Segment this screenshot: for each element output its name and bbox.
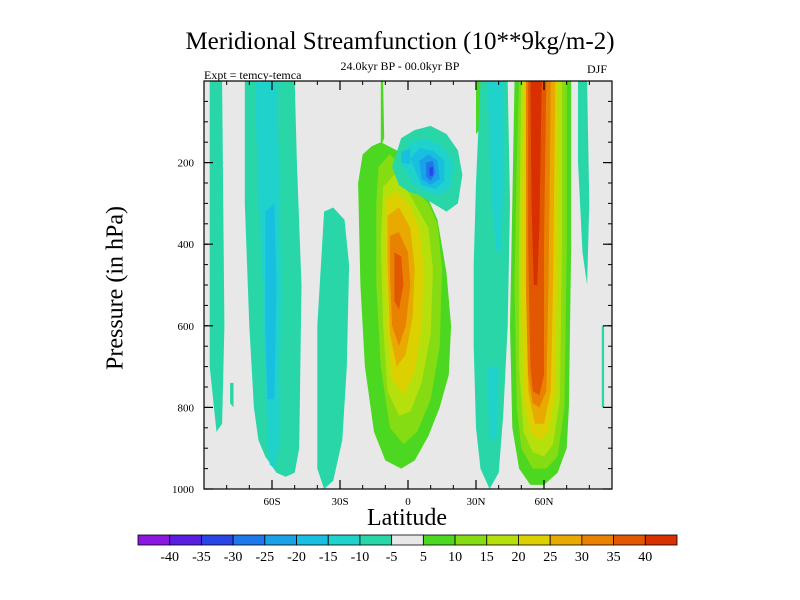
- contour-north-polar: [578, 81, 590, 285]
- colorbar-box: [232, 534, 266, 546]
- contour-upper-neg-left: [401, 148, 411, 165]
- colorbar-label: -10: [351, 550, 370, 565]
- colorbar: -40 -35 -30 -25 -20 -15 -10 -5 5 10 15 20 25 30 35 40: [137, 534, 678, 565]
- colorbar-label: -15: [319, 550, 338, 565]
- x-tick-label: 30N: [467, 496, 486, 508]
- y-tick-label: 200: [178, 158, 195, 170]
- chart-title: Meridional Streamfunction (10**9kg/m-2): [185, 28, 615, 55]
- colorbar-box: [264, 534, 297, 546]
- colorbar-label: -20: [287, 550, 306, 565]
- colorbar-label: 35: [607, 550, 621, 565]
- contour-northern-40: [530, 81, 542, 285]
- contour-tropical-35: [394, 252, 404, 310]
- y-tick-label: 400: [178, 239, 195, 251]
- colorbar-box: [169, 534, 202, 546]
- y-tick-label: 600: [178, 321, 195, 333]
- x-tick-label: 0: [405, 496, 411, 508]
- colorbar-box: [518, 534, 551, 546]
- y-tick-label: 1000: [172, 484, 195, 496]
- contour-north-polar-thin: [601, 325, 605, 408]
- colorbar-box: [549, 534, 583, 546]
- contour-upper-neg-30: [429, 166, 433, 176]
- colorbar-label: 30: [575, 550, 589, 565]
- colorbar-label: -5: [386, 550, 398, 565]
- colorbar-label: 10: [448, 550, 462, 565]
- colorbar-label: 25: [543, 550, 557, 565]
- x-axis-label: Latitude: [367, 505, 447, 531]
- contour-south-polar: [209, 81, 225, 432]
- x-tick-label: 30S: [331, 496, 348, 508]
- chart-subtitle: 24.0kyr BP - 00.0kyr BP: [340, 59, 460, 73]
- colorbar-box: [581, 534, 614, 546]
- y-axis-label: Pressure (in hPa): [102, 206, 129, 370]
- contour-equator-thread: [380, 81, 385, 147]
- colorbar-label: 40: [638, 550, 652, 565]
- season-label: DJF: [587, 62, 608, 76]
- contour-northern-neg-10: [487, 81, 504, 253]
- colorbar-box: [613, 534, 646, 546]
- colorbar-box: [327, 534, 361, 546]
- colorbar-box: [391, 534, 424, 546]
- contour-south-pole-stub: [230, 382, 234, 408]
- contour-field: [209, 81, 605, 489]
- contour-southern-subtropics: [317, 207, 350, 489]
- colorbar-label: -35: [192, 550, 211, 565]
- colorbar-box: [137, 534, 171, 546]
- colorbar-label: 15: [480, 550, 494, 565]
- x-tick-label: 60S: [263, 496, 280, 508]
- colorbar-box: [422, 534, 456, 546]
- colorbar-box: [486, 534, 519, 546]
- colorbar-box: [296, 534, 329, 546]
- colorbar-box: [201, 534, 234, 546]
- colorbar-box: [359, 534, 393, 546]
- colorbar-box: [644, 534, 678, 546]
- colorbar-label: -25: [255, 550, 274, 565]
- axes: 60S 30S 0 30N 60N 200 400 600 800 1000: [172, 81, 613, 508]
- colorbar-box: [454, 534, 488, 546]
- contour-southern-midlat-inner: [265, 203, 277, 400]
- colorbar-label: 5: [420, 550, 427, 565]
- experiment-label: Expt = temcy-temca: [204, 68, 302, 82]
- contour-northern-neg-10b: [487, 366, 499, 440]
- y-tick-label: 800: [178, 402, 195, 414]
- colorbar-label: 20: [512, 550, 526, 565]
- colorbar-label: -30: [224, 550, 243, 565]
- colorbar-label: -40: [160, 550, 179, 565]
- x-tick-label: 60N: [535, 496, 554, 508]
